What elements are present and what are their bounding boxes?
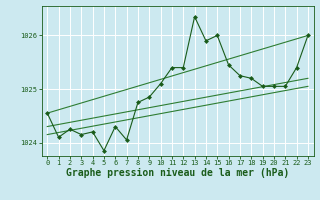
X-axis label: Graphe pression niveau de la mer (hPa): Graphe pression niveau de la mer (hPa) — [66, 168, 289, 178]
